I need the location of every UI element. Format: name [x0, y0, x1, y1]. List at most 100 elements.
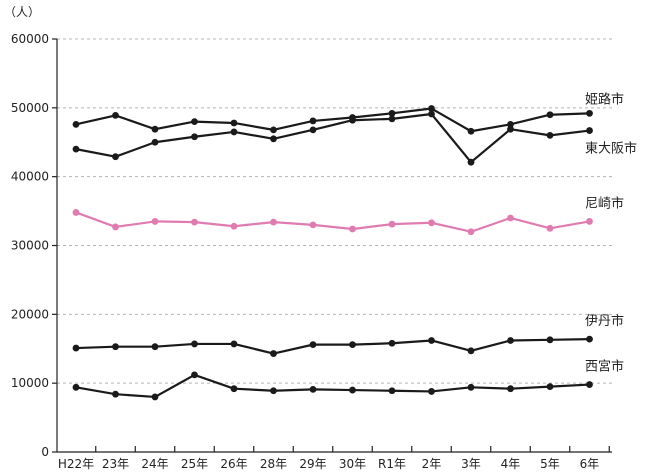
- series-0: [72, 105, 593, 135]
- series-line: [75, 373, 590, 399]
- data-point: [270, 218, 277, 226]
- series-3: [72, 335, 593, 357]
- data-point: [428, 219, 435, 227]
- data-point: [112, 112, 119, 119]
- data-point: [546, 383, 554, 391]
- data-point: [151, 343, 159, 351]
- data-point: [151, 138, 159, 146]
- y-tick-label: 10000: [11, 376, 49, 390]
- data-point: [191, 118, 198, 125]
- data-point: [72, 120, 80, 128]
- data-point: [586, 381, 593, 388]
- x-tick-label: 30年: [339, 457, 366, 471]
- data-point: [191, 133, 198, 141]
- data-point: [507, 385, 514, 393]
- data-point: [388, 339, 396, 347]
- data-point: [507, 125, 514, 133]
- data-point: [388, 387, 396, 395]
- data-point: [467, 158, 475, 166]
- data-point: [586, 335, 593, 343]
- gridlines: [57, 38, 612, 384]
- x-tick-label: 26年: [220, 457, 247, 471]
- data-point: [230, 128, 238, 136]
- data-point: [270, 135, 277, 143]
- data-point: [191, 371, 198, 379]
- data-point: [112, 390, 119, 398]
- data-point: [309, 221, 317, 229]
- axes: 0 10000 20000 30000 40000 50000 60000 H22年 23年 24…: [11, 32, 612, 471]
- data-point: [270, 126, 277, 134]
- data-point: [467, 228, 475, 236]
- x-tick-label: 5年: [540, 457, 560, 471]
- series-label: 伊丹市: [585, 313, 624, 329]
- data-point: [507, 120, 514, 128]
- series-line: [75, 112, 590, 164]
- data-point: [349, 116, 356, 124]
- series-1: [72, 110, 593, 166]
- x-tick-label: 24年: [141, 457, 168, 471]
- data-point: [112, 343, 119, 351]
- data-point: [507, 214, 514, 222]
- x-tick-label: 3年: [461, 457, 481, 471]
- data-point: [270, 387, 277, 395]
- data-point: [270, 350, 277, 357]
- data-point: [428, 337, 435, 344]
- data-point: [309, 385, 317, 393]
- data-point: [546, 131, 554, 139]
- data-point: [467, 383, 475, 391]
- data-point: [428, 388, 435, 395]
- series-label: 東大阪市: [585, 141, 637, 157]
- series-4: [72, 371, 593, 401]
- series-label: 尼崎市: [585, 195, 624, 211]
- y-tick-label: 60000: [11, 32, 49, 46]
- x-tick-label: 25年: [181, 457, 208, 471]
- data-point: [546, 111, 554, 119]
- series-lines: [72, 105, 593, 401]
- y-tick-label: 0: [41, 445, 49, 459]
- series-label: 西宮市: [585, 359, 624, 375]
- series-line: [75, 211, 590, 233]
- data-point: [546, 224, 554, 232]
- x-tick-label: 2年: [422, 457, 442, 471]
- data-point: [309, 341, 317, 349]
- data-point: [230, 119, 238, 127]
- data-point: [586, 109, 593, 117]
- data-point: [428, 110, 435, 118]
- data-point: [151, 125, 159, 133]
- data-point: [151, 393, 159, 401]
- x-tick-label: R1年: [378, 457, 406, 471]
- data-point: [388, 109, 396, 117]
- y-tick-label: 50000: [11, 101, 49, 115]
- data-point: [349, 386, 356, 394]
- data-point: [72, 344, 80, 352]
- data-point: [191, 218, 198, 226]
- data-point: [112, 223, 119, 231]
- series-label: 姫路市: [585, 91, 624, 107]
- x-tick-label: 28年: [260, 457, 287, 471]
- data-point: [309, 126, 317, 134]
- data-point: [230, 340, 238, 348]
- data-point: [230, 385, 238, 393]
- data-point: [191, 340, 198, 348]
- y-axis-unit-label: （人）: [4, 5, 40, 19]
- data-point: [388, 220, 396, 228]
- y-tick-label: 40000: [11, 170, 49, 184]
- data-point: [112, 153, 119, 161]
- data-point: [586, 218, 593, 225]
- data-point: [151, 218, 159, 225]
- data-point: [230, 222, 238, 230]
- data-point: [349, 341, 356, 349]
- data-point: [72, 209, 80, 216]
- x-tick-label: 4年: [501, 457, 521, 471]
- y-tick-label: 20000: [11, 307, 49, 321]
- x-tick-label: 6年: [580, 457, 600, 471]
- data-point: [467, 347, 475, 355]
- x-tick-label: 23年: [102, 457, 129, 471]
- data-point: [507, 337, 514, 344]
- data-point: [546, 336, 554, 344]
- series-2: [72, 209, 593, 236]
- data-point: [309, 117, 317, 125]
- data-point: [72, 383, 80, 391]
